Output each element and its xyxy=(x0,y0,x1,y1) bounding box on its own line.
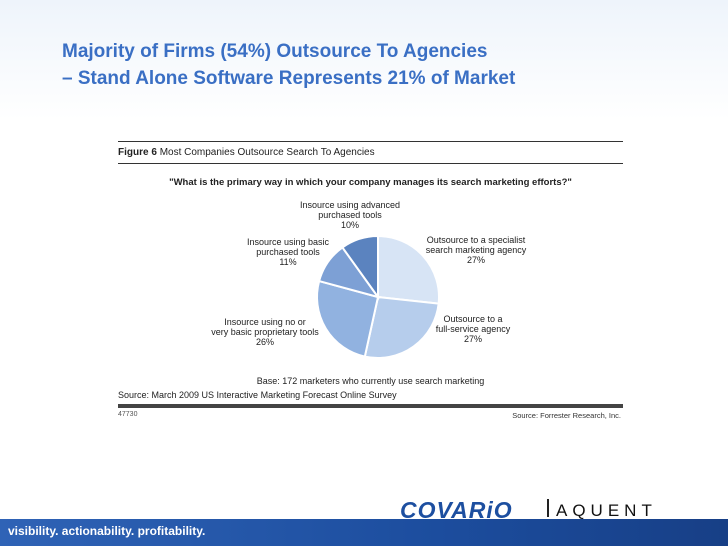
pie-pct-basic-purchased-tools: 11% xyxy=(279,257,296,267)
figure-credit: Source: Forrester Research, Inc. xyxy=(512,411,621,420)
pie-slice-advanced-purchased-tools xyxy=(341,234,379,301)
survey-question: "What is the primary way in which your c… xyxy=(169,177,572,188)
figure-id: 47730 xyxy=(118,411,138,418)
footer-bar xyxy=(0,519,728,546)
covario-logo: COVARiO xyxy=(400,497,513,523)
slide-title-line-2: – Stand Alone Software Represents 21% of… xyxy=(62,68,516,89)
aquent-logo: AQUENT xyxy=(556,501,657,520)
survey-source: Source: March 2009 US Interactive Market… xyxy=(118,390,397,400)
pie-label-proprietary-tools: very basic proprietary tools xyxy=(211,327,319,337)
figure-bottom-rule xyxy=(118,404,623,408)
pie-label-advanced-purchased-tools: purchased tools xyxy=(318,210,382,220)
pie-label-full-service-agency: Outsource to a xyxy=(443,314,502,324)
figure-top-rule xyxy=(118,141,623,142)
figure-header-rule xyxy=(118,163,623,164)
slide-title: Majority of Firms (54%) Outsource To Age… xyxy=(62,38,702,92)
figure-header-title: Most Companies Outsource Search To Agenc… xyxy=(159,147,375,158)
logo-divider xyxy=(547,499,549,517)
header-background xyxy=(0,0,728,120)
pie-pct-proprietary-tools: 26% xyxy=(256,337,274,347)
figure-label: Figure 6 xyxy=(118,147,157,158)
pie-pct-advanced-purchased-tools: 10% xyxy=(341,220,359,230)
pie-slice-full-service-agency xyxy=(363,295,440,359)
pie-label-full-service-agency: full-service agency xyxy=(436,324,511,334)
pie-label-basic-purchased-tools: Insource using basic xyxy=(247,237,330,247)
pie-label-specialist-agency: search marketing agency xyxy=(426,245,527,255)
pie-label-basic-purchased-tools: purchased tools xyxy=(256,247,320,257)
pie-label-advanced-purchased-tools: Insource using advanced xyxy=(300,200,400,210)
footer-tagline: visibility. actionability. profitability… xyxy=(8,524,206,538)
pie-pct-specialist-agency: 27% xyxy=(467,255,485,265)
base-note: Base: 172 marketers who currently use se… xyxy=(256,376,485,386)
pie-slice-specialist-agency xyxy=(377,234,440,305)
figure-header: Figure 6 Most Companies Outsource Search… xyxy=(118,147,375,158)
slide-title-line-1: Majority of Firms (54%) Outsource To Age… xyxy=(62,41,488,62)
pie-pct-full-service-agency: 27% xyxy=(464,334,482,344)
figure: Figure 6 Most Companies Outsource Search… xyxy=(118,139,623,420)
pie-slice-proprietary-tools xyxy=(316,279,380,358)
pie-label-proprietary-tools: Insource using no or xyxy=(224,317,306,327)
pie-slices xyxy=(316,234,440,359)
pie-label-specialist-agency: Outsource to a specialist xyxy=(427,235,526,245)
